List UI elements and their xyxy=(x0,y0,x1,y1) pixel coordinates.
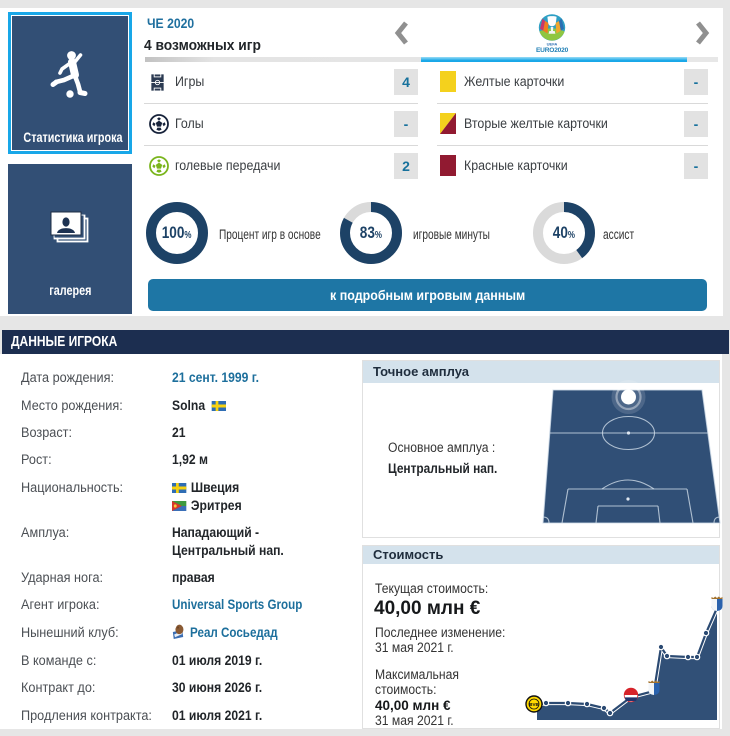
svg-text:UEFA: UEFA xyxy=(547,42,558,47)
svg-text:EURO2020: EURO2020 xyxy=(536,47,569,54)
svg-text:BVB: BVB xyxy=(529,702,539,707)
